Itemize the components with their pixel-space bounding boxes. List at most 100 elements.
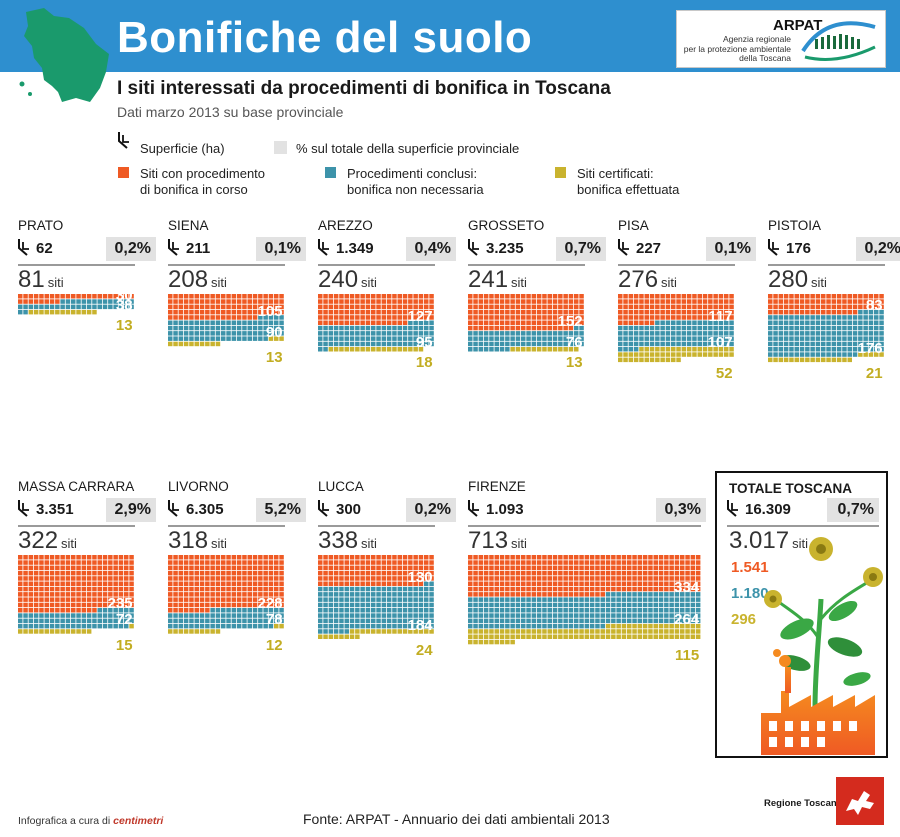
total-divider — [727, 525, 879, 527]
province-siti-unit: siti — [361, 536, 377, 551]
area-arrow-icon — [168, 500, 179, 517]
bar-conclusi — [18, 608, 134, 629]
province-pct: 5,2% — [256, 498, 306, 522]
bar-label-certificati: 21 — [865, 364, 883, 382]
bar-label-certificati: 12 — [265, 636, 283, 654]
footer-region: Regione Toscana — [764, 798, 842, 809]
province-pct: 0,1% — [706, 237, 756, 261]
province-siti-count: 713 — [468, 527, 509, 554]
province-waffle-chart — [618, 294, 734, 363]
province-siti-count: 241 — [468, 266, 509, 293]
province-name: FIRENZE — [468, 479, 526, 494]
province-waffle-chart — [318, 294, 434, 352]
bar-label-certificati: 13 — [565, 354, 583, 372]
bar-label-corso: 127 — [407, 307, 433, 325]
area-arrow-icon — [468, 239, 479, 256]
bar-corso — [768, 294, 884, 315]
bar-corso — [468, 294, 584, 331]
province-siti-unit: siti — [511, 536, 527, 551]
total-siti-count: 3.017 — [729, 527, 790, 554]
province-siti: 276 siti — [618, 266, 677, 294]
province-siti: 240 siti — [318, 266, 377, 294]
province-waffle-chart — [168, 294, 284, 347]
area-arrow-icon — [168, 239, 179, 256]
total-conclusi: 1.180 — [731, 585, 769, 602]
bar-conclusi — [618, 320, 734, 352]
province-divider — [168, 264, 285, 266]
province-siti-unit: siti — [211, 275, 227, 290]
province-pct: 0,2% — [856, 237, 900, 261]
province-name: GROSSETO — [468, 218, 545, 233]
bar-label-corso: 152 — [557, 313, 583, 331]
province-pct: 2,9% — [106, 498, 156, 522]
province-siti-count: 322 — [18, 527, 59, 554]
regione-toscana-logo — [836, 777, 884, 825]
province-waffle-chart — [168, 555, 284, 634]
bar-label-corso: 117 — [708, 307, 733, 325]
footer-credit: Infografica a cura di centimetri — [18, 815, 163, 827]
bar-conclusi — [768, 309, 884, 357]
legend-conclusi-line-1: Procedimenti conclusi: — [347, 166, 478, 181]
area-arrow-icon — [618, 239, 629, 256]
province-siti-count: 208 — [168, 266, 209, 293]
bar-label-corso: 334 — [674, 579, 700, 597]
province-siti-count: 338 — [318, 527, 359, 554]
province-waffle-chart — [768, 294, 884, 363]
bar-label-conclusi: 95 — [415, 334, 433, 352]
bar-conclusi — [168, 315, 284, 341]
pegasus-icon — [846, 791, 874, 815]
footer-source: Fonte: ARPAT - Annuario dei dati ambient… — [303, 811, 610, 827]
logo-name: ARPAT — [773, 17, 823, 34]
area-arrow-icon — [18, 500, 29, 517]
province-siti: 338 siti — [318, 527, 377, 555]
logo-sub-line-2: per la protezione ambientale — [683, 43, 791, 54]
province-name: AREZZO — [318, 218, 373, 233]
bar-label-conclusi: 176 — [857, 339, 883, 357]
province-siti-count: 276 — [618, 266, 659, 293]
bar-label-conclusi: 184 — [407, 616, 433, 634]
province-waffle-chart — [468, 555, 701, 645]
area-arrow-icon — [318, 239, 329, 256]
bar-label-certificati: 18 — [415, 354, 433, 372]
province-pct: 0,4% — [406, 237, 456, 261]
legend-conclusi-swatch — [325, 167, 336, 178]
bar-label-corso: 105 — [257, 302, 283, 320]
province-siti-count: 240 — [318, 266, 359, 293]
area-arrow-icon — [18, 239, 29, 256]
bar-label-conclusi: 90 — [265, 323, 283, 341]
area-arrow-icon — [768, 239, 779, 256]
legend-pct-swatch — [274, 141, 287, 154]
province-divider — [468, 525, 702, 527]
page-title: Bonifiche del suolo — [117, 13, 533, 62]
bar-label-conclusi: 78 — [265, 611, 283, 629]
legend-certificati: Siti certificati: bonifica effettuata — [577, 166, 679, 198]
province-waffle-chart — [18, 555, 134, 634]
bar-conclusi — [468, 592, 701, 629]
legend-conclusi-line-2: bonifica non necessaria — [347, 182, 484, 197]
province-waffle-chart — [18, 294, 134, 315]
bar-conclusi — [318, 581, 434, 634]
province-siti: 318 siti — [168, 527, 227, 555]
legend-cert-line-1: Siti certificati: — [577, 166, 654, 181]
bar-label-corso: 83 — [865, 297, 883, 315]
bar-label-certificati: 115 — [674, 647, 700, 665]
bar-label-corso: 130 — [407, 568, 433, 586]
logo-sub-line-3: della Toscana — [739, 53, 791, 63]
bar-corso — [168, 555, 284, 613]
bar-label-certificati: 15 — [115, 636, 133, 654]
province-area: 300 — [336, 501, 362, 518]
total-area-arrow-icon — [727, 500, 738, 517]
province-name: SIENA — [168, 218, 209, 233]
province-area: 1.349 — [336, 240, 374, 257]
footer-credit-text: Infografica a cura di — [18, 815, 111, 827]
total-name: TOTALE TOSCANA — [729, 481, 853, 496]
area-arrow-icon — [468, 500, 479, 517]
bar-certificati — [28, 309, 97, 315]
province-siti-unit: siti — [211, 536, 227, 551]
province-divider — [768, 264, 885, 266]
bar-corso — [618, 294, 734, 325]
province-area: 3.351 — [36, 501, 74, 518]
bar-certificati — [318, 629, 434, 639]
legend-cert-swatch — [555, 167, 566, 178]
total-pct: 0,7% — [827, 498, 879, 522]
